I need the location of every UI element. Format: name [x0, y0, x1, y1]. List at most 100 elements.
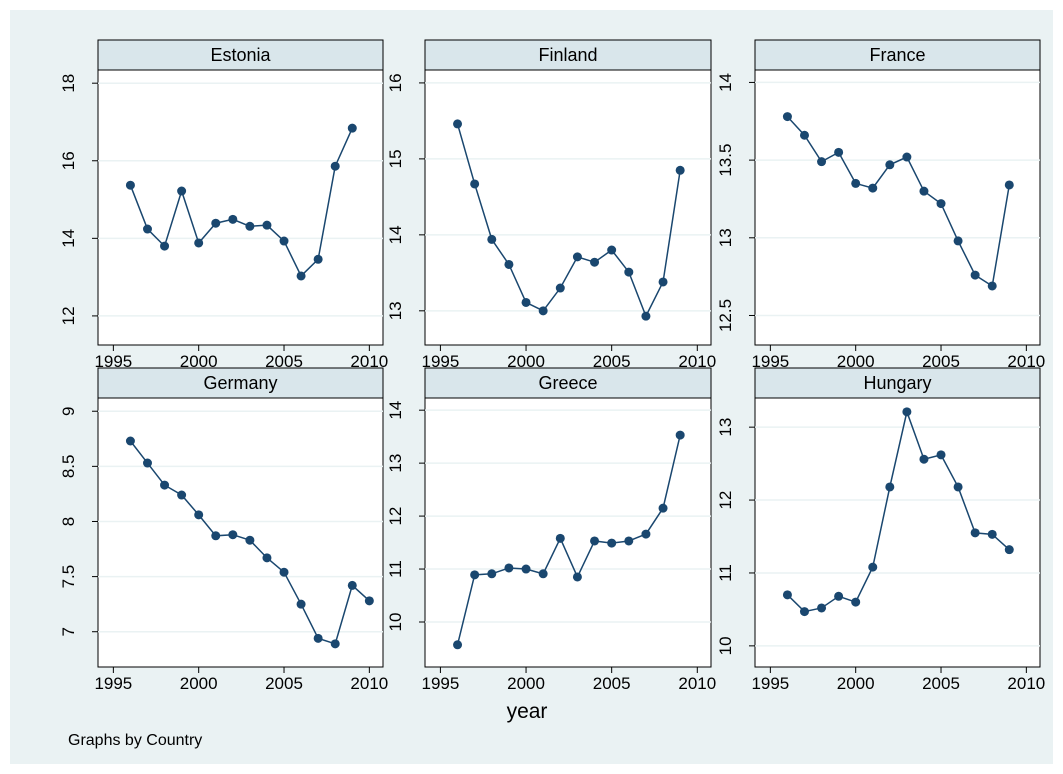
- panel-header: [424, 367, 712, 399]
- y-tick-label: 8.5: [59, 455, 78, 479]
- panel-title: Greece: [538, 373, 597, 393]
- panel-header: [754, 39, 1041, 71]
- data-point: [296, 271, 306, 281]
- data-point: [1004, 545, 1014, 555]
- x-axis-label: year: [507, 700, 548, 723]
- x-tick-label: 1995: [751, 674, 789, 693]
- data-point: [521, 297, 531, 307]
- data-point: [607, 538, 617, 548]
- data-point: [487, 234, 497, 244]
- x-tick-label: 2010: [678, 674, 716, 693]
- data-point: [142, 224, 152, 234]
- data-point: [641, 311, 651, 321]
- x-tick-label: 2000: [837, 674, 875, 693]
- y-tick-label: 18: [59, 74, 78, 93]
- data-point: [799, 130, 809, 140]
- x-tick-label: 2005: [922, 352, 960, 371]
- y-tick-label: 12.5: [716, 299, 735, 332]
- panel-header: [97, 39, 384, 71]
- y-tick-label: 12: [716, 491, 735, 510]
- data-point: [177, 186, 187, 196]
- x-tick-label: 2005: [922, 674, 960, 693]
- data-point: [330, 161, 340, 171]
- panel-title: Estonia: [210, 45, 271, 65]
- panel-header: [754, 367, 1041, 399]
- x-tick-label: 1995: [94, 674, 132, 693]
- data-point: [987, 529, 997, 539]
- data-point: [817, 157, 827, 167]
- data-point: [953, 482, 963, 492]
- panel-title: Germany: [203, 373, 277, 393]
- y-tick-label: 7: [59, 627, 78, 636]
- data-point: [607, 245, 617, 255]
- y-tick-label: 16: [386, 73, 405, 92]
- x-tick-label: 2005: [265, 674, 303, 693]
- data-point: [902, 407, 912, 417]
- data-point: [453, 640, 463, 650]
- x-tick-label: 1995: [421, 674, 459, 693]
- data-point: [834, 591, 844, 601]
- data-point: [313, 633, 323, 643]
- x-tick-label: 2000: [507, 674, 545, 693]
- data-point: [799, 607, 809, 617]
- data-point: [1004, 180, 1014, 190]
- data-point: [125, 180, 135, 190]
- y-tick-label: 12: [386, 507, 405, 526]
- y-tick-label: 8: [59, 517, 78, 526]
- data-point: [487, 569, 497, 579]
- note: Graphs by Country: [68, 732, 202, 749]
- data-point: [624, 267, 634, 277]
- data-point: [194, 510, 204, 520]
- data-point: [641, 529, 651, 539]
- data-point: [160, 241, 170, 251]
- plot-area: [754, 69, 1041, 346]
- data-point: [245, 535, 255, 545]
- data-point: [245, 221, 255, 231]
- x-tick-label: 2000: [837, 352, 875, 371]
- y-tick-label: 10: [386, 613, 405, 632]
- plot-area: [754, 397, 1041, 668]
- y-tick-label: 15: [386, 149, 405, 168]
- y-tick-label: 14: [716, 73, 735, 92]
- data-point: [970, 528, 980, 538]
- panel-title: Finland: [538, 45, 597, 65]
- data-point: [658, 503, 668, 513]
- data-point: [504, 259, 514, 269]
- data-point: [262, 553, 272, 563]
- data-point: [675, 165, 685, 175]
- x-tick-label: 2010: [350, 674, 388, 693]
- data-point: [364, 596, 374, 606]
- y-tick-label: 13: [716, 418, 735, 437]
- y-tick-label: 14: [386, 401, 405, 420]
- y-tick-label: 11: [716, 564, 735, 582]
- y-tick-label: 13.5: [716, 144, 735, 177]
- y-tick-label: 7.5: [59, 565, 78, 589]
- data-point: [538, 569, 548, 579]
- y-tick-label: 14: [59, 229, 78, 248]
- x-tick-label: 2000: [180, 674, 218, 693]
- x-tick-label: 2000: [180, 352, 218, 371]
- data-point: [885, 482, 895, 492]
- plot-area: [424, 397, 712, 668]
- data-point: [279, 236, 289, 246]
- panel-title: France: [869, 45, 925, 65]
- x-tick-label: 1995: [751, 352, 789, 371]
- data-point: [868, 183, 878, 193]
- plot-area: [97, 397, 384, 668]
- data-point: [177, 490, 187, 500]
- data-point: [590, 536, 600, 546]
- data-point: [453, 119, 463, 129]
- x-tick-label: 2000: [507, 352, 545, 371]
- panel-header: [97, 367, 384, 399]
- plot-area: [424, 69, 712, 346]
- y-tick-label: 12: [59, 306, 78, 325]
- data-point: [987, 281, 997, 291]
- data-point: [228, 530, 238, 540]
- data-point: [572, 572, 582, 582]
- data-point: [675, 430, 685, 440]
- data-point: [868, 562, 878, 572]
- data-point: [851, 597, 861, 607]
- data-point: [658, 277, 668, 287]
- data-point: [902, 152, 912, 162]
- x-tick-label: 2010: [1007, 674, 1045, 693]
